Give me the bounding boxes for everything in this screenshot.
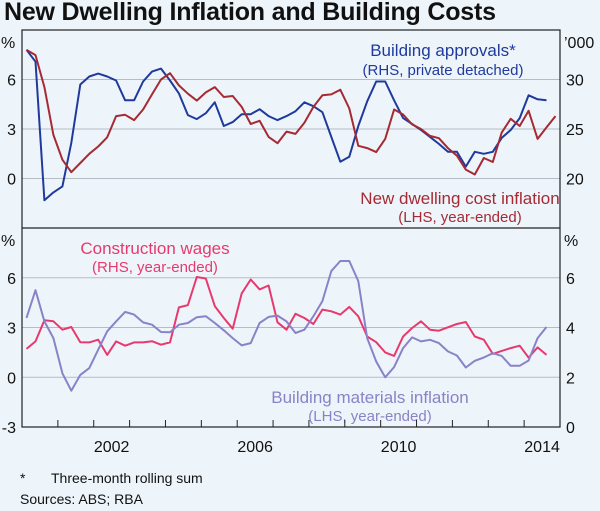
right-tick-label: 4 (566, 321, 575, 338)
series-label: New dwelling cost inflation (360, 189, 559, 208)
chart-title: New Dwelling Inflation and Building Cost… (4, 0, 496, 26)
right-tick-label: 25 (566, 122, 584, 139)
right-tick-label: 6 (566, 271, 575, 288)
x-tick-label: 2014 (524, 439, 560, 456)
right-tick-label: 2 (566, 370, 575, 387)
left-tick-label: 0 (7, 172, 16, 189)
footnote-marker: * (20, 470, 26, 486)
series-sublabel: (LHS, year-ended) (308, 408, 431, 425)
left-tick-label: 3 (7, 321, 16, 338)
x-tick-label: 2006 (237, 439, 273, 456)
x-tick-label: 2010 (381, 439, 417, 456)
left-tick-label: 6 (7, 73, 16, 90)
right-tick-label: 0 (566, 420, 575, 437)
series-label: Construction wages (80, 239, 229, 258)
left-unit-label: % (1, 233, 15, 250)
left-tick-label: 3 (7, 122, 16, 139)
footnote: Three-month rolling sum (51, 470, 203, 486)
left-tick-label: 0 (7, 370, 16, 387)
series-sublabel: (LHS, year-ended) (398, 209, 521, 226)
series-sublabel: (RHS, year-ended) (92, 259, 218, 276)
left-unit-label: % (1, 35, 15, 52)
series-line-new-dwelling-cost-inflation (25, 48, 557, 176)
series-line-construction-wages (25, 276, 548, 359)
right-tick-label: 30 (566, 73, 584, 90)
right-tick-label: 20 (566, 172, 584, 189)
left-tick-label: -3 (2, 420, 16, 437)
right-unit-label: % (564, 233, 578, 250)
series-line-building-materials-inflation (25, 260, 548, 392)
series-label: Building approvals* (370, 41, 516, 60)
series-sublabel: (RHS, private detached) (363, 62, 524, 79)
series-label: Building materials inflation (271, 388, 469, 407)
x-tick-label: 2002 (94, 439, 130, 456)
series-line-building-approvals (25, 49, 547, 202)
left-tick-label: 6 (7, 271, 16, 288)
right-unit-label: ’000 (564, 35, 594, 52)
sources: Sources: ABS; RBA (20, 491, 143, 507)
